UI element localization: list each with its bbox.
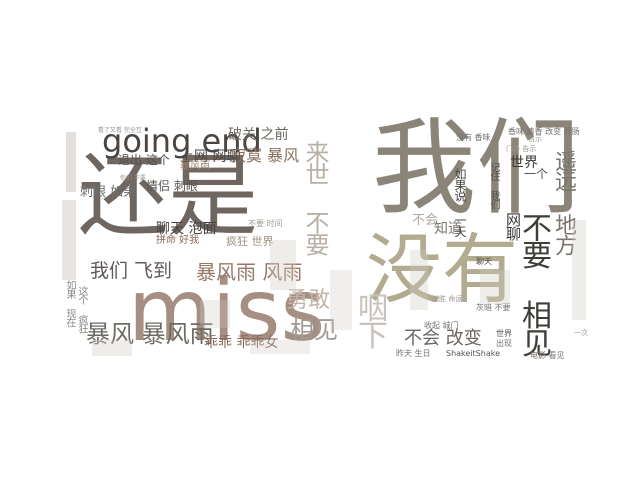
word-small: 暴风雨	[180, 161, 210, 172]
word-small: 战胜 命运	[432, 295, 463, 303]
word-medium: 遥远 地方	[551, 150, 576, 255]
word-small: 乖乖 乖乖女	[204, 335, 279, 351]
word-small: 没有 香味	[456, 133, 491, 142]
word-small: 如果 现在	[64, 280, 75, 328]
word-small: 刺眼 如果	[80, 185, 137, 200]
word-medium: 暴风 暴风雨	[86, 320, 214, 348]
word-medium: 咽下	[352, 292, 387, 348]
word-medium: 相见	[290, 316, 338, 344]
word-large: miss	[128, 261, 326, 361]
word-medium: 不要 相见	[516, 212, 551, 356]
word-small: 不会	[412, 213, 439, 228]
word-small: 看了又看 完全互	[98, 127, 142, 134]
word-medium: 来世 不要	[301, 140, 329, 255]
word-small: 情侣 刺眼	[146, 179, 198, 193]
word-large: 我们	[372, 107, 581, 229]
word-small: 一个	[524, 167, 549, 181]
word-small: 世界	[510, 155, 538, 171]
word-small: 网聊	[504, 212, 522, 240]
word-small: 上网 网聊	[180, 149, 241, 165]
word-small: 聊天	[476, 257, 492, 266]
word-medium: 我们 飞到	[90, 260, 173, 282]
word-small: 收起 城门	[424, 321, 459, 330]
word-small: 寂寞 暴风	[230, 146, 300, 165]
word-small: 门外 告示	[506, 145, 537, 153]
word-small: ShakeitShake	[446, 349, 500, 358]
word-small: 破关 之前	[228, 127, 289, 143]
word-small: 退出 这个	[118, 153, 170, 167]
word-small: 疯狂 世界	[226, 235, 274, 248]
word-small: 香味 清香 改变 肝肠	[508, 127, 580, 136]
word-large: 没有	[366, 225, 518, 314]
word-medium: 勇敢	[286, 288, 331, 313]
word-medium: going end	[102, 122, 262, 160]
word-small: 一次	[574, 329, 588, 337]
word-small: 如果说 一天	[453, 168, 467, 237]
word-small: 出现	[496, 339, 512, 348]
word-small: 记住 我们	[488, 162, 499, 210]
word-medium: 不会 改变	[404, 328, 482, 349]
word-small: 灰暗 不要	[476, 303, 511, 312]
word-small: 告示	[528, 135, 542, 143]
word-small: 知道	[434, 221, 462, 237]
word-small: 世界	[496, 329, 512, 338]
word-small: 拼命 好我	[156, 235, 200, 246]
word-small: 你们 不要	[120, 175, 146, 182]
word-small: 不要 时间	[248, 219, 283, 228]
word-small: 昨天 生日	[396, 349, 431, 358]
word-small: 电影 看见	[530, 351, 565, 360]
word-small: 这个 疯狂	[76, 286, 87, 334]
word-small: 聊天 泡面	[156, 221, 217, 237]
word-large: 还是	[78, 144, 258, 249]
word-medium: 暴风雨 风雨	[196, 260, 303, 284]
